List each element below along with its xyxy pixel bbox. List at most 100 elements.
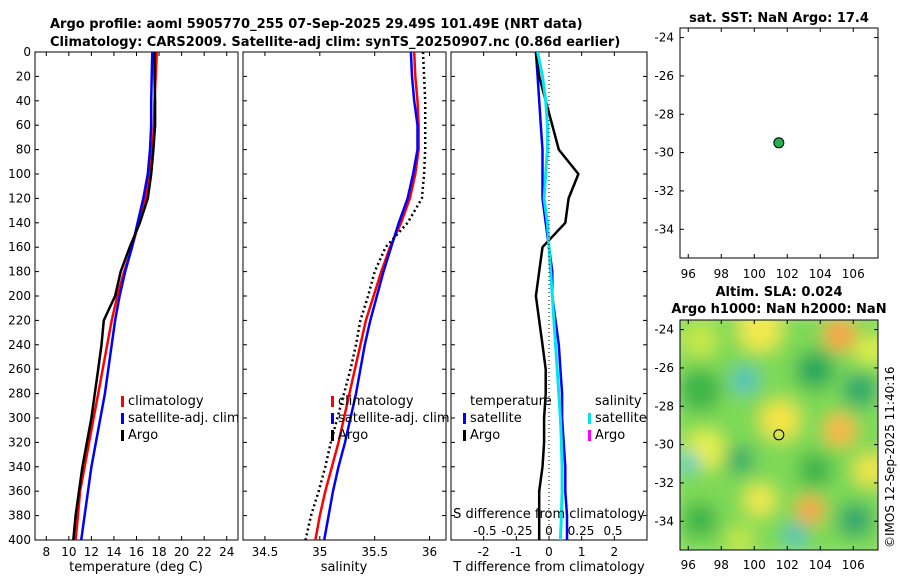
x-tick-label: -1 (510, 545, 522, 559)
map-y-tick-label: -32 (654, 476, 674, 490)
depth-tick-label: 0 (23, 45, 31, 59)
series-line-satellite-adj-clim (79, 52, 154, 540)
legend-label: climatology (128, 394, 204, 409)
s-tick-label: 0 (545, 524, 553, 538)
depth-tick-label: 100 (8, 167, 31, 181)
map-y-tick-label: -30 (654, 146, 674, 160)
legend-label: climatology (338, 394, 414, 409)
legend-swatch (588, 430, 591, 441)
x-tick-label: 18 (151, 545, 166, 559)
x-tick-label: -2 (478, 545, 490, 559)
depth-tick-label: 320 (8, 435, 31, 449)
figure-title-line1: Argo profile: aoml 5905770_255 07-Sep-20… (50, 17, 583, 32)
legend-label: Argo (338, 428, 368, 443)
series-line-salinity-satellite (536, 52, 564, 540)
map-x-tick-label: 104 (809, 267, 832, 281)
map-x-tick-label: 100 (743, 267, 766, 281)
difference-legend: temperature satellite Argo salinity sate… (463, 394, 647, 443)
map-y-tick-label: -26 (654, 361, 674, 375)
x-tick-label: 22 (197, 545, 212, 559)
salinity-panel (242, 51, 447, 541)
s-tick-label: -0.25 (501, 524, 532, 538)
legend-label: Argo (128, 428, 158, 443)
depth-tick-label: 80 (16, 143, 31, 157)
legend-label: satellite-adj. clim (128, 411, 240, 426)
sla-map-title-line2: Argo h1000: NaN h2000: NaN (671, 302, 886, 317)
map-y-tick-label: -34 (654, 514, 674, 528)
series-line-satellite-adj-clim (322, 52, 419, 540)
x-tick-label: 0 (545, 545, 553, 559)
depth-tick-label: 200 (8, 289, 31, 303)
legend-swatch (331, 396, 334, 407)
temperature-xlabel: temperature (deg C) (69, 560, 203, 575)
legend-swatch (121, 413, 124, 424)
x-tick-label: 35 (312, 545, 327, 559)
map-x-tick-label: 102 (776, 558, 799, 572)
map-y-tick-label: -26 (654, 69, 674, 83)
map-y-tick-label: -30 (654, 438, 674, 452)
legend-swatch (463, 413, 466, 424)
x-tick-label: 8 (42, 545, 50, 559)
x-tick-label: 1 (578, 545, 586, 559)
temperature-panel (34, 51, 239, 541)
depth-tick-label: 260 (8, 362, 31, 376)
map-y-tick-label: -34 (654, 222, 674, 236)
depth-tick-label: 360 (8, 484, 31, 498)
depth-tick-label: 220 (8, 313, 31, 327)
map-x-tick-label: 106 (842, 558, 865, 572)
depth-tick-label: 60 (16, 118, 31, 132)
x-tick-label: 2 (611, 545, 619, 559)
x-tick-label: 35.5 (361, 545, 388, 559)
salinity-legend: climatology satellite-adj. clim Argo (331, 394, 450, 443)
sst-map-title: sat. SST: NaN Argo: 17.4 (689, 11, 869, 26)
depth-tick-label: 280 (8, 387, 31, 401)
legend-swatch (463, 430, 466, 441)
temperature-lines (72, 52, 159, 540)
axes-layer: 0204060801001201401601802002202402602803… (8, 28, 878, 572)
x-tick-label: 14 (106, 545, 121, 559)
sla-map-frame (679, 319, 879, 551)
s-tick-label: 0.5 (603, 524, 622, 538)
argo-location-marker (773, 137, 785, 149)
argo-location-marker-sla (773, 429, 785, 441)
depth-tick-label: 380 (8, 509, 31, 523)
legend-swatch (121, 396, 124, 407)
x-tick-label: 12 (84, 545, 99, 559)
map-y-tick-label: -24 (654, 323, 674, 337)
figure-title-line2: Climatology: CARS2009. Satellite-adj cli… (50, 35, 620, 50)
map-y-tick-label: -24 (654, 31, 674, 45)
legend-title-temperature: temperature (470, 394, 552, 409)
depth-tick-label: 400 (8, 533, 31, 547)
temperature-legend: climatology satellite-adj. clim Argo (121, 394, 240, 443)
legend-label: satellite (595, 411, 647, 426)
legend-label: Argo (595, 428, 625, 443)
map-y-tick-label: -28 (654, 107, 674, 121)
map-x-tick-label: 98 (714, 558, 729, 572)
series-line-argo (304, 52, 427, 540)
map-y-tick-label: -32 (654, 184, 674, 198)
series-line-argo (72, 52, 157, 540)
depth-tick-label: 180 (8, 265, 31, 279)
x-tick-label: 36 (422, 545, 437, 559)
difference-lines (534, 52, 580, 540)
s-difference-label: S difference from climatology (453, 507, 645, 522)
salinity-lines (304, 52, 427, 540)
imos-timestamp: ©IMOS 12-Sep-2025 11:40:16 (883, 366, 897, 548)
legend-swatch (331, 430, 334, 441)
map-x-tick-label: 106 (842, 267, 865, 281)
map-x-tick-label: 96 (681, 267, 696, 281)
depth-tick-label: 120 (8, 191, 31, 205)
legend-label: Argo (470, 428, 500, 443)
depth-tick-label: 240 (8, 338, 31, 352)
legend-swatch (331, 413, 334, 424)
salinity-xlabel: salinity (321, 560, 368, 575)
map-x-tick-label: 98 (714, 267, 729, 281)
legend-title-salinity: salinity (595, 394, 642, 409)
depth-tick-label: 40 (16, 94, 31, 108)
depth-tick-label: 340 (8, 460, 31, 474)
t-difference-xlabel: T difference from climatology (452, 560, 645, 575)
map-x-tick-label: 100 (743, 558, 766, 572)
sla-heatmap (680, 320, 878, 550)
map-y-tick-label: -28 (654, 399, 674, 413)
